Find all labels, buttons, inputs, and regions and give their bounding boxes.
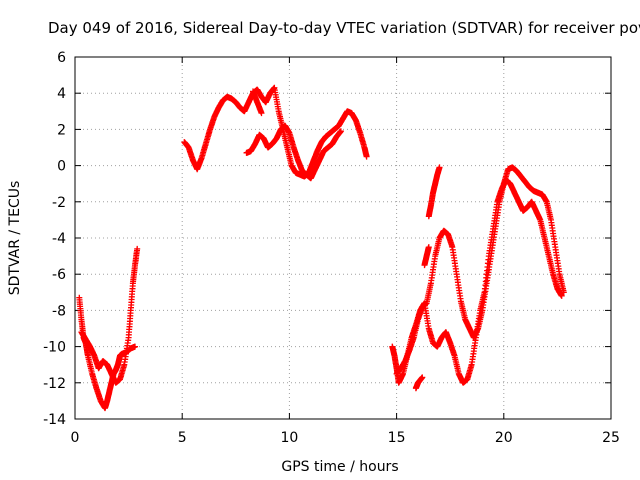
y-tick-label: -14 — [43, 412, 66, 428]
data-point — [425, 244, 432, 251]
data-point — [134, 245, 141, 252]
series-arc-4 — [243, 122, 344, 182]
y-tick-label: 6 — [57, 50, 66, 66]
x-tick-label: 25 — [602, 430, 620, 446]
chart-title: Day 049 of 2016, Sidereal Day-to-day VTE… — [48, 19, 640, 37]
y-tick-label: -10 — [43, 340, 66, 356]
data-point — [419, 374, 426, 381]
data-point — [558, 292, 565, 299]
y-tick-label: -12 — [43, 376, 66, 392]
series-arc-8 — [425, 164, 443, 220]
data-point — [436, 164, 443, 171]
series-arc-1 — [76, 294, 138, 412]
x-tick-label: 0 — [71, 430, 80, 446]
series-arc-5 — [250, 88, 265, 117]
x-tick-label: 10 — [280, 430, 298, 446]
y-tick-label: 2 — [57, 122, 66, 138]
x-tick-label: 15 — [388, 430, 406, 446]
data-point — [560, 289, 567, 296]
y-tick-label: -6 — [52, 267, 66, 283]
data-point — [258, 110, 265, 117]
series-arc-6 — [389, 177, 565, 386]
series-arc-10 — [412, 374, 426, 392]
plot-frame — [74, 56, 612, 420]
x-tick-label: 20 — [495, 430, 513, 446]
y-tick-label: -2 — [52, 195, 66, 211]
y-axis-label: SDTVAR / TECUs — [7, 181, 23, 296]
series-arc-2 — [78, 245, 141, 386]
y-tick-label: -4 — [52, 231, 66, 247]
y-tick-label: 0 — [57, 159, 66, 175]
data-points — [76, 84, 567, 412]
grid-lines — [75, 57, 611, 419]
x-axis-label: GPS time / hours — [281, 459, 398, 475]
data-point — [337, 128, 344, 135]
series-arc-3 — [181, 84, 370, 180]
y-tick-label: 4 — [57, 86, 66, 102]
axis-ticks: 0 5 10 15 20 25 -14 -12 -10 -8 -6 -4 -2 0 2 4 6 — [43, 50, 620, 446]
y-tick-label: -8 — [52, 303, 66, 319]
series-arc-7 — [393, 164, 567, 377]
series-arc-9 — [421, 244, 432, 269]
x-tick-label: 5 — [178, 430, 187, 446]
data-point — [363, 153, 370, 160]
data-point — [132, 343, 138, 350]
